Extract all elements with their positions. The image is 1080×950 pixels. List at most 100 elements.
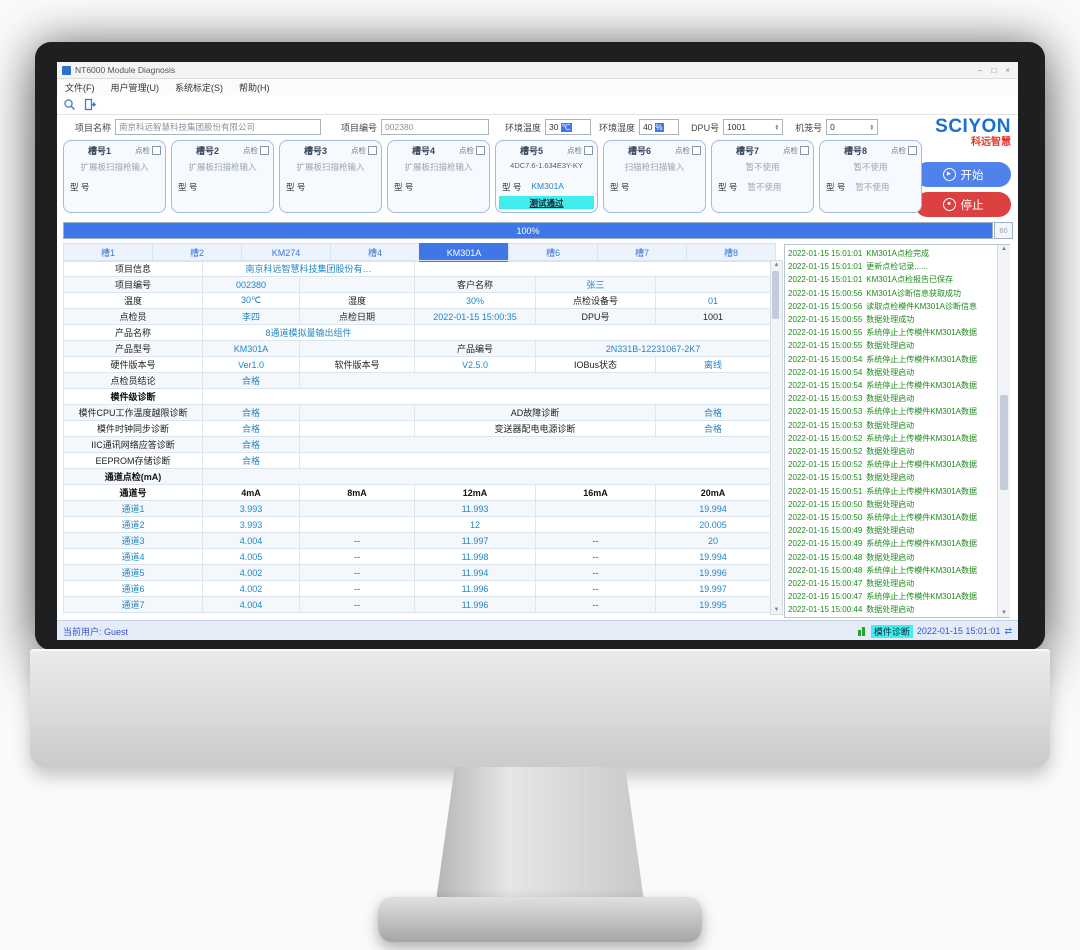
log-line: 2022-01-15 15:00:49 数据处理启动 xyxy=(788,524,997,537)
ambient-humidity-input[interactable]: 40 % xyxy=(639,119,680,135)
table-cell: 点检设备号 xyxy=(535,292,657,309)
checkbox-icon[interactable] xyxy=(368,146,377,155)
slot-card[interactable]: 槽号8 点检 暂不使用 型 号 暂不使用 xyxy=(819,140,922,213)
table-cell: -- xyxy=(535,580,657,597)
temp-unit: ℃ xyxy=(560,122,572,132)
menu-item[interactable]: 系统标定(S) xyxy=(175,82,223,93)
play-icon: ▶ xyxy=(942,168,956,181)
table-cell: 项目信息 xyxy=(63,260,203,277)
resize-grip-icon[interactable]: ⇄ xyxy=(1004,625,1012,636)
log-message: 系统停止上传模件KM301A数据 xyxy=(866,354,977,364)
table-cell: 合格 xyxy=(655,404,772,421)
table-cell: 通道号 xyxy=(63,484,203,501)
menu-item[interactable]: 帮助(H) xyxy=(239,82,270,93)
checkbox-icon[interactable] xyxy=(800,146,809,155)
table-row: 点检员结论 合格 xyxy=(63,372,772,389)
checkbox-icon[interactable] xyxy=(260,146,269,155)
table-row: 通道4 4.005 -- 11.998 -- 19.994 xyxy=(63,548,772,565)
slot-check[interactable]: 点检 xyxy=(783,145,809,156)
slot-check[interactable]: 点检 xyxy=(891,145,917,156)
checkbox-icon[interactable] xyxy=(908,146,917,155)
scroll-up-icon[interactable]: ▲ xyxy=(1001,246,1007,252)
log-timestamp: 2022-01-15 15:00:52 xyxy=(788,460,863,470)
logout-icon[interactable] xyxy=(84,98,97,111)
scroll-down-icon[interactable]: ▼ xyxy=(773,607,780,613)
slot-check[interactable]: 点检 xyxy=(567,145,593,156)
slot-check[interactable]: 点检 xyxy=(243,145,269,156)
slot-card[interactable]: 槽号3 点检 扩展板扫描枪输入 型 号 xyxy=(279,140,382,213)
scrollbar-thumb[interactable] xyxy=(772,271,779,319)
slot-card[interactable]: 槽号1 点检 扩展板扫描枪输入 型 号 xyxy=(63,140,166,213)
log-line: 2022-01-15 15:00:51 数据处理启动 xyxy=(788,471,997,484)
scroll-up-icon[interactable]: ▲ xyxy=(773,262,780,268)
slot-serial: 4DC7.6-1.634E3Y-KY xyxy=(510,161,583,170)
project-number-input[interactable]: 002380 xyxy=(381,119,490,135)
log-line: 2022-01-15 15:00:55 数据处理启动 xyxy=(788,339,997,352)
maximize-button[interactable]: □ xyxy=(991,65,997,75)
table-scrollbar[interactable]: ▲ ▼ xyxy=(770,260,783,615)
progress-aux-box[interactable]: 60 xyxy=(994,222,1013,239)
menu-item[interactable]: 文件(F) xyxy=(65,82,95,93)
table-cell: 19.996 xyxy=(655,564,772,581)
log-message: 数据处理启动 xyxy=(866,394,915,404)
log-message: 系统停止上传模件KM301A数据 xyxy=(866,381,977,391)
table-cell: 3.993 xyxy=(202,516,300,533)
cage-number-stepper[interactable]: 0 ▲ ▼ xyxy=(826,119,879,135)
table-row: 产品名称 8通道模拟量输出组件 xyxy=(63,324,772,341)
table-cell: -- xyxy=(535,596,657,613)
checkbox-icon[interactable] xyxy=(692,146,701,155)
log-line: 2022-01-15 15:00:54 系统停止上传模件KM301A数据 xyxy=(788,353,997,366)
table-cell: 产品型号 xyxy=(63,340,203,357)
stepper-arrows-icon[interactable]: ▲ ▼ xyxy=(774,122,780,131)
table-row: 项目信息 南京科远智慧科技集团股份有… xyxy=(63,260,772,277)
checkbox-icon[interactable] xyxy=(152,146,161,155)
table-row: 硬件版本号 Ver1.0 软件版本号 V2.5.0 IOBus状态 离线 xyxy=(63,356,772,373)
log-scrollbar[interactable]: ▲ ▼ xyxy=(997,245,1010,617)
table-cell: 4mA xyxy=(202,484,300,501)
slot-description: 暂不使用 xyxy=(745,162,780,172)
table-cell: 19.995 xyxy=(655,596,772,613)
table-cell: -- xyxy=(298,564,416,581)
scrollbar-thumb[interactable] xyxy=(1000,395,1008,490)
slot-check[interactable]: 点检 xyxy=(351,145,377,156)
slot-card[interactable]: 槽号2 点检 扩展板扫描枪输入 型 号 xyxy=(171,140,274,213)
slot-check[interactable]: 点检 xyxy=(459,145,485,156)
minimize-button[interactable]: – xyxy=(978,65,983,75)
window-title: NT6000 Module Diagnosis xyxy=(75,65,176,75)
slot-model-row: 型 号 xyxy=(70,181,162,193)
table-cell: 11.996 xyxy=(414,596,537,613)
table-cell: IIC通讯网络应答诊断 xyxy=(63,436,203,453)
slot-title: 槽号6 xyxy=(628,146,652,156)
table-cell: 合格 xyxy=(202,404,300,421)
dpu-number-stepper[interactable]: 1001 ▲ ▼ xyxy=(723,119,784,135)
slot-card[interactable]: 槽号6 点检 扫描枪扫描输入 型 号 xyxy=(603,140,706,213)
search-icon[interactable] xyxy=(63,98,76,111)
menu-item[interactable]: 用户管理(U) xyxy=(110,82,160,93)
table-cell: 通道3 xyxy=(63,532,203,549)
stop-button[interactable]: ■ 停止 xyxy=(915,192,1011,217)
log-line: 2022-01-15 15:01:01 更新点检记录...... xyxy=(788,260,997,273)
table-cell: 20 xyxy=(655,532,772,549)
slot-check[interactable]: 点检 xyxy=(135,145,161,156)
ambient-temp-input[interactable]: 30 ℃ xyxy=(545,119,592,135)
slot-check[interactable]: 点检 xyxy=(675,145,701,156)
slot-card[interactable]: 槽号5 点检 4DC7.6-1.634E3Y-KY 型 号 KM301A 测试通… xyxy=(495,140,598,213)
table-cell: KM301A xyxy=(202,340,300,357)
slot-model-label: 型 号 xyxy=(718,182,738,192)
log-panel[interactable]: 2022-01-15 15:01:01 KM301A点检完成 2022-01-15… xyxy=(784,244,1010,618)
header-form: 项目名称 南京科远智慧科技集团股份有限公司 项目编号 002380 环境温度 3… xyxy=(57,114,887,140)
close-button[interactable]: × xyxy=(1005,65,1010,75)
stepper-arrows-icon[interactable]: ▲ ▼ xyxy=(869,122,875,131)
slot-card[interactable]: 槽号4 点检 扩展板扫描枪输入 型 号 xyxy=(387,140,490,213)
project-name-input[interactable]: 南京科远智慧科技集团股份有限公司 xyxy=(115,119,322,135)
slot-card[interactable]: 槽号7 点检 暂不使用 型 号 暂不使用 xyxy=(711,140,814,213)
start-button[interactable]: ▶ 开始 xyxy=(915,162,1011,187)
checkbox-icon[interactable] xyxy=(584,146,593,155)
log-line: 2022-01-15 15:00:56 读取点检模件KM301A诊断信息 xyxy=(788,300,997,313)
table-cell: 11.996 xyxy=(414,580,537,597)
log-line: 2022-01-15 15:00:53 系统停止上传模件KM301A数据 xyxy=(788,405,997,418)
checkbox-icon[interactable] xyxy=(476,146,485,155)
table-row: 产品型号 KM301A 产品编号 2N331B-12231067-2K7 xyxy=(63,340,772,357)
scroll-down-icon[interactable]: ▼ xyxy=(1001,610,1007,616)
